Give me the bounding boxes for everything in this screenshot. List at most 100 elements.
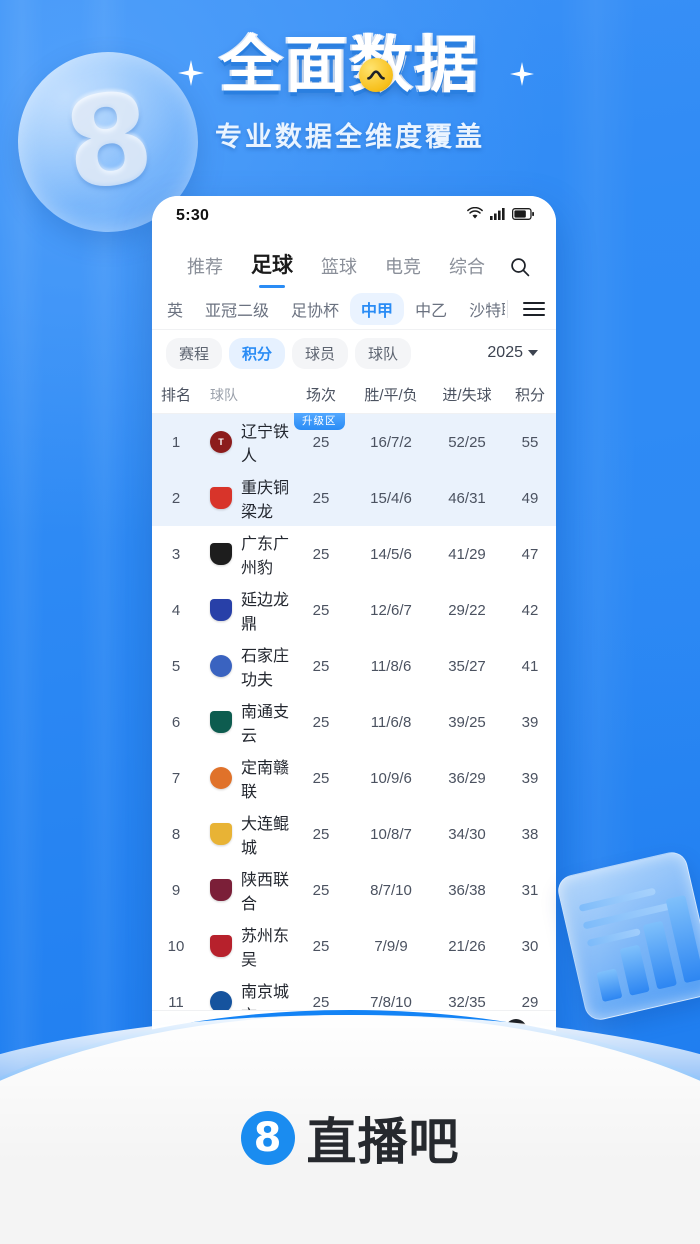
table-row[interactable]: 10 苏州东吴 25 7/9/9 21/26 30 [152,918,556,974]
season-value: 2025 [487,344,523,361]
cell-rank: 1 [171,433,181,451]
table-row[interactable]: 9 陕西联合 25 8/7/10 36/38 31 [152,862,556,918]
cell-goals: 35/27 [448,657,486,675]
team-crest-icon [210,767,232,789]
league-filter-bar: 英 亚冠二级 足协杯 中甲 中乙 沙特联 [152,288,556,330]
cell-goals: 29/22 [448,601,486,619]
status-badge: 升级区 [294,413,345,431]
league-chip-acl2[interactable]: 亚冠二级 [205,302,270,320]
subtab-players[interactable]: 球员 [292,337,349,369]
table-row[interactable]: 8 大连鲲城 25 10/8/7 34/30 38 [152,806,556,862]
cell-played: 25 [312,881,330,899]
col-header-played: 场次 [305,387,336,404]
status-bar: 5:30 [152,196,556,236]
hamburger-menu-icon[interactable] [512,301,556,317]
cell-win-draw-loss: 15/4/6 [370,489,412,507]
subtab-teams[interactable]: 球队 [355,337,412,369]
cell-points: 30 [521,937,539,955]
tab-football[interactable]: 足球 [237,249,307,288]
cell-played: 25 [312,825,330,843]
standings-table-header: 排名 球队 场次 胜/平/负 进/失球 积分 [152,376,556,414]
cell-goals: 36/29 [448,769,486,787]
team-crest-icon [210,487,232,509]
cell-rank: 9 [171,881,181,899]
table-row[interactable]: 4 延边龙鼎 25 12/6/7 29/22 42 [152,582,556,638]
cell-played: 25 [312,601,330,619]
cell-rank: 4 [171,601,181,619]
league-chip-fa-cup[interactable]: 足协杯 [291,302,340,320]
sub-tab-bar: 赛程 积分 球员 球队 2025 [152,330,556,376]
tab-recommend[interactable]: 推荐 [173,253,237,288]
cell-team: T 辽宁铁人 [200,418,290,466]
cell-points: 39 [521,769,539,787]
cell-goals: 41/29 [448,545,486,563]
brand-mark-eight: 8 [240,1111,295,1165]
team-crest-icon [210,879,232,901]
promotion-zone: 升级区 1 T 辽宁铁人 25 16/7/2 52/25 55 2 重庆铜梁龙 25 15/4/6 46… [152,413,556,526]
cell-team: 石家庄功夫 [200,642,290,690]
table-row[interactable]: 2 重庆铜梁龙 25 15/4/6 46/31 49 [152,470,556,526]
battery-icon [511,207,534,225]
cell-win-draw-loss: 7/9/9 [374,937,408,955]
tab-label: 推荐 [187,257,223,277]
subtab-schedule[interactable]: 赛程 [166,337,223,369]
cell-rank: 3 [171,545,181,563]
tab-esports[interactable]: 电竞 [371,253,435,288]
team-name: 大连鲲城 [241,816,290,857]
col-header-rank: 排名 [160,387,191,404]
cell-played: 25 [312,769,330,787]
cell-played: 25 [312,545,330,563]
cell-rank: 7 [171,769,181,787]
tab-label: 综合 [449,257,485,277]
cell-team: 苏州东吴 [200,922,290,970]
table-row[interactable]: 7 定南赣联 25 10/9/6 36/29 39 [152,750,556,806]
cell-team: 南通支云 [200,698,290,746]
cell-win-draw-loss: 10/9/6 [370,769,412,787]
team-crest-icon [210,935,232,957]
phone-mockup: 5:30 推荐 足球 篮球 电竞 综合 [152,196,556,1072]
table-row[interactable]: 6 南通支云 25 11/6/8 39/25 39 [152,694,556,750]
wifi-icon [467,206,483,225]
col-header-goals: 进/失球 [442,387,492,404]
brand-logo: 8 直播吧 [0,1102,700,1174]
team-name: 定南赣联 [241,760,290,801]
cell-team: 定南赣联 [200,754,290,802]
team-name: 陕西联合 [241,872,290,913]
cell-rank: 8 [171,825,181,843]
league-chip-china-league-one[interactable]: 中甲 [350,292,405,325]
subtab-standings[interactable]: 积分 [229,337,286,369]
season-selector[interactable]: 2025 [487,344,538,362]
team-crest-icon [210,543,232,565]
cell-win-draw-loss: 11/6/8 [370,713,412,731]
cell-points: 55 [521,433,539,451]
cell-points: 39 [521,713,539,731]
league-chip-saudi[interactable]: 沙特联 [469,302,505,320]
league-scroller[interactable]: 英 亚冠二级 足协杯 中甲 中乙 沙特联 [152,292,505,325]
tab-label: 足球 [251,254,293,277]
cell-win-draw-loss: 16/7/2 [370,433,412,451]
col-header-wdl: 胜/平/负 [364,387,418,404]
cell-points: 42 [521,601,539,619]
cell-played: 25 [312,993,330,1011]
table-row[interactable]: 3 广东广州豹 25 14/5/6 41/29 47 [152,526,556,582]
hero-block: 全面数据 专业数据全维度覆盖 [0,30,700,154]
search-icon[interactable] [505,252,535,282]
brand-name: 直播吧 [306,1113,460,1171]
cell-team: 重庆铜梁龙 [200,474,290,522]
cell-rank: 6 [171,713,181,731]
table-row[interactable]: 5 石家庄功夫 25 11/8/6 35/27 41 [152,638,556,694]
signal-bars-icon [490,207,505,225]
league-chip-china-league-two[interactable]: 中乙 [415,302,448,320]
tab-general[interactable]: 综合 [435,253,499,288]
cell-goals: 34/30 [448,825,486,843]
cell-win-draw-loss: 12/6/7 [370,601,412,619]
chart-squiggle-icon [358,58,393,92]
cell-goals: 46/31 [448,489,486,507]
league-chip-ying[interactable]: 英 [167,302,184,320]
cell-points: 38 [521,825,539,843]
hero-title: 全面数据 [220,30,480,99]
table-row[interactable]: 1 T 辽宁铁人 25 16/7/2 52/25 55 [152,414,556,470]
team-crest-icon [210,711,232,733]
tab-basketball[interactable]: 篮球 [307,253,371,288]
cell-goals: 39/25 [448,713,486,731]
